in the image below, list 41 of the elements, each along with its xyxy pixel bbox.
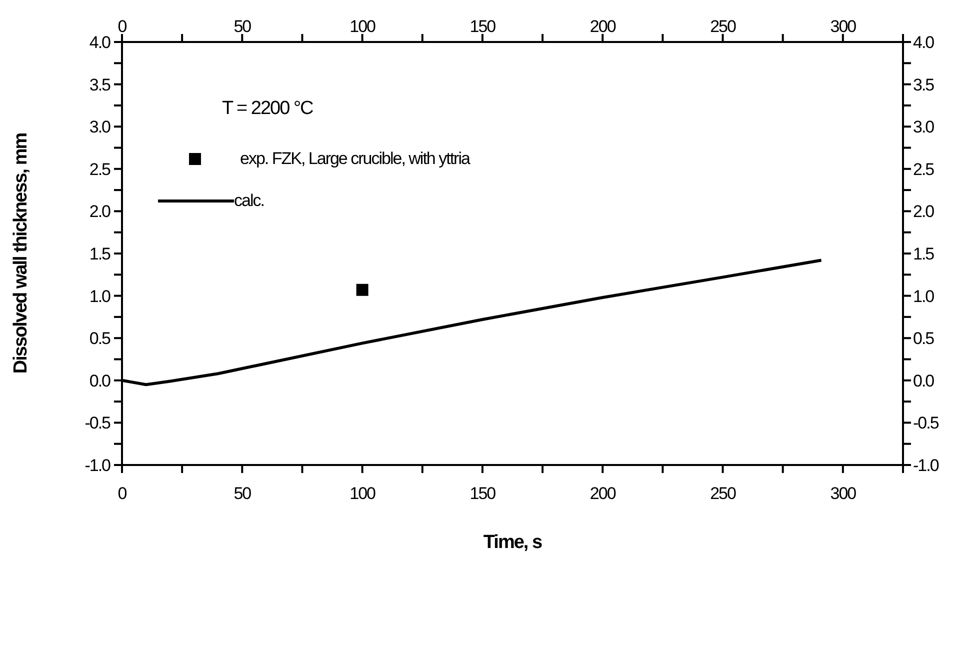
- y2-tick-label: 4.0: [913, 33, 934, 52]
- x-tick-label: 0: [118, 17, 127, 36]
- x-tick-label: 250: [710, 17, 736, 36]
- x2-tick-label: 250: [710, 484, 736, 504]
- y2-tick-label: 1.5: [913, 244, 934, 264]
- y2-tick-label: -1.0: [913, 456, 939, 476]
- y-tick-label: 1.0: [89, 286, 111, 306]
- y2-tick-label: 0.5: [913, 329, 934, 348]
- y-tick-label: -1.0: [84, 456, 111, 476]
- y2-tick-label: 0.0: [913, 371, 934, 390]
- x-tick-label: 150: [470, 17, 496, 36]
- y-axis-title: Dissolved wall thickness, mm: [10, 133, 32, 374]
- y2-tick-label: 3.0: [913, 118, 934, 137]
- x-tick-label: 100: [350, 17, 376, 36]
- x-axis-title: Time, s: [483, 532, 542, 553]
- y-tick-label: 0.5: [89, 329, 111, 348]
- x2-tick-label: 50: [234, 484, 252, 504]
- y2-tick-label: 2.0: [913, 202, 934, 222]
- y-tick-label: 0.0: [89, 371, 111, 390]
- y2-tick-label: 2.5: [913, 160, 934, 179]
- y2-tick-label: 3.5: [913, 75, 934, 94]
- y-tick-label: 1.5: [89, 244, 111, 264]
- y-tick-label: 3.5: [89, 75, 111, 94]
- annotation: T = 2200 °C: [222, 98, 313, 120]
- x2-tick-label: 200: [590, 484, 616, 504]
- y2-tick-label: 1.0: [913, 286, 934, 306]
- x2-tick-label: 150: [470, 484, 496, 504]
- legend-label: calc.: [234, 191, 264, 211]
- x-tick-label: 50: [234, 17, 252, 36]
- y-tick-label: -0.5: [84, 414, 111, 433]
- y-tick-label: 2.0: [89, 202, 111, 222]
- y2-tick-label: -0.5: [913, 414, 939, 433]
- y-tick-label: 2.5: [89, 160, 111, 179]
- x-tick-label: 200: [590, 17, 616, 36]
- y-tick-label: 3.0: [89, 118, 111, 137]
- y-tick-label: 4.0: [89, 33, 111, 52]
- x2-tick-label: 300: [830, 484, 856, 504]
- x-tick-label: 300: [830, 17, 856, 36]
- legend-label: exp. FZK, Large crucible, with yttria: [240, 149, 470, 169]
- x2-tick-label: 0: [118, 484, 127, 504]
- x2-tick-label: 100: [350, 484, 376, 504]
